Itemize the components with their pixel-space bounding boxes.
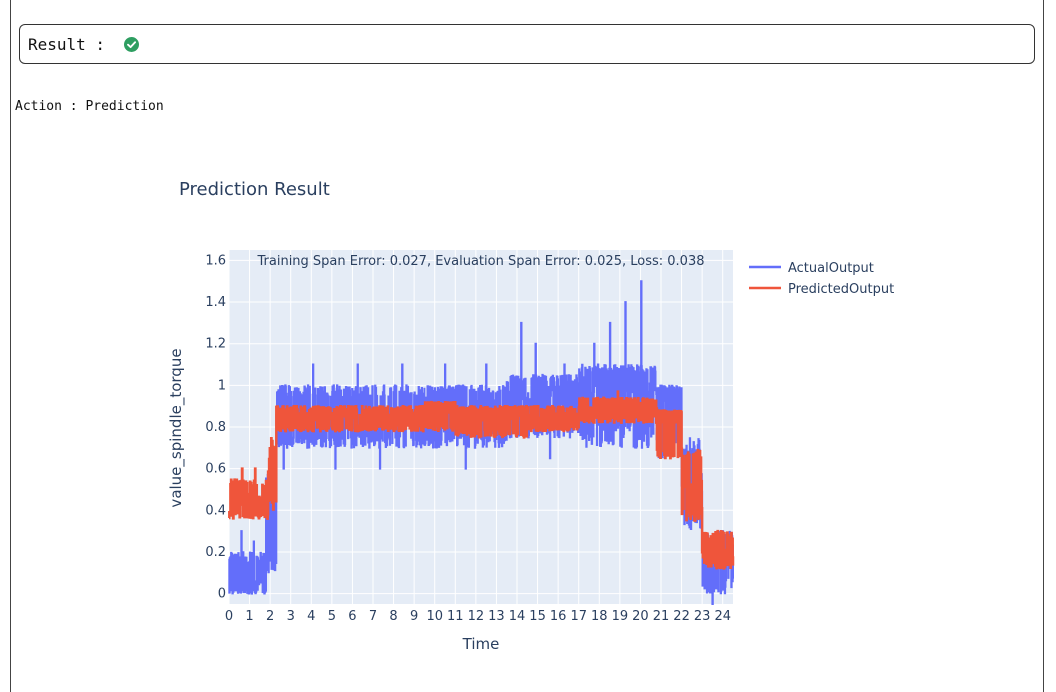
legend-label[interactable]: ActualOutput <box>788 261 874 276</box>
x-tick-label: 16 <box>550 609 567 624</box>
check-circle-icon <box>123 36 139 52</box>
action-label: Action : Prediction <box>15 99 164 114</box>
x-tick-label: 3 <box>287 609 295 624</box>
x-tick-label: 11 <box>447 609 464 624</box>
y-tick-labels: 0 0.2 0.4 0.6 0.8 1 1.2 1.4 1.6 <box>205 253 226 601</box>
y-tick-label: 1.2 <box>205 337 226 352</box>
x-tick-label: 7 <box>369 609 377 624</box>
series-line-PredictedOutput <box>228 390 735 570</box>
result-box: Result : <box>19 24 1035 64</box>
output-cell-frame <box>10 0 1044 692</box>
y-tick-label: 0.8 <box>205 420 226 435</box>
x-axis-label: Time <box>462 635 500 653</box>
x-tick-label: 23 <box>694 609 711 624</box>
x-tick-label: 18 <box>591 609 608 624</box>
x-tick-label: 15 <box>529 609 546 624</box>
chart-annotation: Training Span Error: 0.027, Evaluation S… <box>257 254 705 269</box>
x-tick-label: 14 <box>509 609 526 624</box>
x-tick-label: 24 <box>714 609 731 624</box>
x-tick-label: 10 <box>426 609 443 624</box>
x-tick-label: 8 <box>389 609 397 624</box>
y-tick-label: 1 <box>218 378 226 393</box>
chart-title: Prediction Result <box>179 179 330 200</box>
y-tick-label: 0.2 <box>205 545 226 560</box>
y-tick-label: 0 <box>218 587 226 602</box>
series-layer <box>228 280 735 605</box>
y-tick-label: 0.6 <box>205 462 226 477</box>
result-label: Result : <box>28 34 115 54</box>
legend: ActualOutput PredictedOutput <box>749 261 894 297</box>
x-tick-label: 6 <box>348 609 356 624</box>
x-tick-label: 9 <box>410 609 418 624</box>
x-tick-label: 4 <box>307 609 315 624</box>
x-tick-labels: 0 1 2 3 4 5 6 7 8 9 10 11 12 13 14 15 16 17 18 19 20 21 22 23 24 <box>225 609 731 624</box>
x-tick-label: 19 <box>612 609 629 624</box>
legend-label[interactable]: PredictedOutput <box>788 282 894 297</box>
x-tick-label: 22 <box>673 609 690 624</box>
y-axis-label: value_spindle_torque <box>167 348 186 507</box>
x-tick-label: 1 <box>245 609 253 624</box>
x-tick-label: 21 <box>653 609 670 624</box>
x-tick-label: 2 <box>266 609 274 624</box>
y-tick-label: 1.6 <box>205 253 226 268</box>
x-tick-label: 20 <box>632 609 649 624</box>
x-tick-label: 17 <box>570 609 587 624</box>
y-tick-label: 0.4 <box>205 503 226 518</box>
y-tick-label: 1.4 <box>205 295 226 310</box>
x-tick-label: 0 <box>225 609 233 624</box>
x-tick-label: 5 <box>328 609 336 624</box>
x-tick-label: 13 <box>488 609 505 624</box>
x-tick-label: 12 <box>468 609 485 624</box>
